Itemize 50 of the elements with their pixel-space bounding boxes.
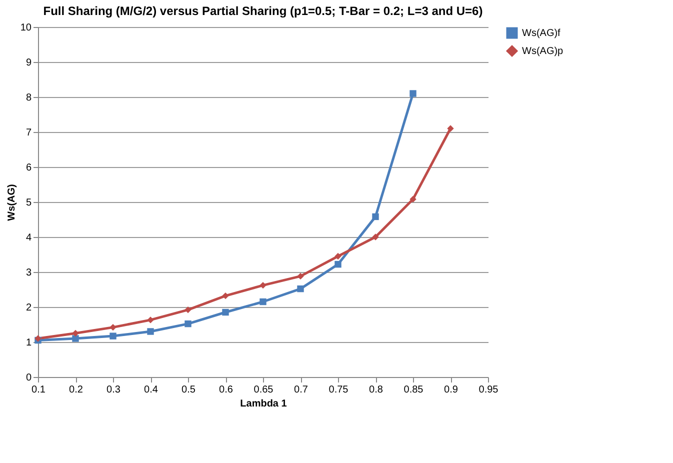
point <box>147 328 154 335</box>
x-tick-label: 0.65 <box>254 384 274 396</box>
point <box>72 330 79 337</box>
point <box>147 316 154 324</box>
point <box>260 298 266 306</box>
point <box>297 285 304 292</box>
point <box>110 332 116 340</box>
x-tick-label: 0.85 <box>404 384 424 396</box>
point <box>410 196 416 203</box>
point <box>184 306 192 314</box>
y-tick-label: 3 <box>26 268 32 278</box>
point <box>334 260 342 268</box>
point <box>372 213 379 220</box>
y-tick-label: 6 <box>26 162 32 174</box>
point <box>334 252 342 260</box>
y-tick-label: 5 <box>26 198 32 208</box>
y-tick-label: 7 <box>26 128 32 138</box>
point <box>447 125 454 132</box>
point <box>410 90 416 97</box>
y-tick-label: 0 <box>26 372 32 384</box>
x-tick-label: 0.4 <box>144 384 158 396</box>
y-tick-label: 2 <box>26 302 32 314</box>
x-tick-label: 0.7 <box>294 384 308 396</box>
y-tick-label: 9 <box>26 58 32 68</box>
chart-title: Full Sharing (M/G/2) versus Partial Sharing (p1=0.5; T-Bar = 0.2; L=3 and U=6) <box>43 4 483 18</box>
x-tick-label: 0.95 <box>478 384 499 396</box>
y-tick-label: 4 <box>26 232 32 244</box>
legend-label: Ws(AG)p <box>522 46 564 57</box>
x-tick-label: 0.75 <box>328 384 349 396</box>
y-axis-title: Ws(AG) <box>6 184 18 221</box>
x-tick-label: 0.2 <box>69 384 84 396</box>
x-tick-label: 0.6 <box>219 384 234 396</box>
point <box>297 272 304 280</box>
x-axis-title: Lambda 1 <box>240 398 288 410</box>
x-tick-label: 0.8 <box>369 384 384 396</box>
point <box>72 335 79 342</box>
x-tick-label: 0.1 <box>32 384 46 396</box>
point <box>184 320 192 328</box>
point <box>372 234 379 240</box>
x-tick-label: 0.5 <box>182 384 196 396</box>
y-tick-label: 1 <box>26 338 32 348</box>
point <box>110 324 116 331</box>
legend-label: Ws(AG)f <box>522 28 561 39</box>
point <box>222 308 229 316</box>
point <box>222 292 229 300</box>
point <box>260 282 266 289</box>
x-tick-label: 0.9 <box>444 384 458 396</box>
y-tick-label: 10 <box>20 22 32 34</box>
x-tick-label: 0.3 <box>106 384 121 396</box>
y-tick-label: 8 <box>26 92 32 104</box>
